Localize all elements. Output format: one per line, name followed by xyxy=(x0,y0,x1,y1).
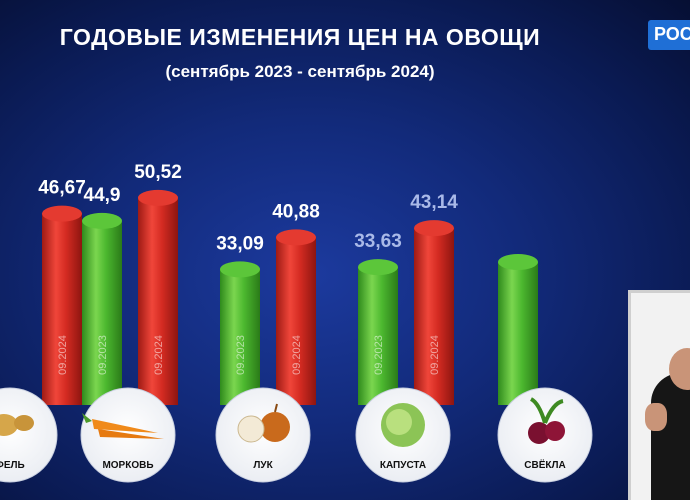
sign-language-interpreter xyxy=(628,290,690,500)
value-label: 46,67 xyxy=(38,178,86,199)
chart-subtitle: (сентябрь 2023 - сентябрь 2024) xyxy=(165,62,435,81)
bar-2023-1: 09.2023 44,9 xyxy=(82,185,122,405)
category-2: ЛУК xyxy=(215,387,311,483)
category-label: КАПУСТА xyxy=(380,460,426,471)
bar-2023-3: 09.2023 33,63 xyxy=(354,231,402,405)
category-3: КАПУСТА xyxy=(355,387,451,483)
bar-series-label: 09.2023 xyxy=(235,335,247,375)
cabbage-icon xyxy=(381,403,425,447)
value-label: 33,63 xyxy=(354,231,402,252)
category-label: МОРКОВЬ xyxy=(102,460,153,471)
bar-series-label: 09.2024 xyxy=(291,335,303,375)
value-label: 44,9 xyxy=(84,185,121,206)
bar-2024-0: 09.2024 46,67 xyxy=(38,178,86,405)
bar-series-label: 09.2024 xyxy=(429,335,441,375)
value-label: 43,14 xyxy=(410,192,458,213)
bar-2024-1: 09.2024 50,52 xyxy=(134,162,182,405)
bar-2024-2: 09.2024 40,88 xyxy=(272,201,320,405)
carrot-icon xyxy=(82,413,164,439)
value-label: 33,09 xyxy=(216,233,264,254)
value-label: 40,88 xyxy=(272,201,320,222)
channel-logo: РОС xyxy=(648,20,690,50)
category-0: ФЕЛЬ xyxy=(0,387,58,483)
bar-2023-2: 09.2023 33,09 xyxy=(216,233,264,405)
category-1: МОРКОВЬ xyxy=(80,387,176,483)
bar-series-label: 09.2024 xyxy=(57,335,69,375)
category-label: ЛУК xyxy=(253,460,273,471)
potato-icon xyxy=(0,414,34,436)
category-4: СВЁКЛА xyxy=(497,387,593,483)
category-label: ФЕЛЬ xyxy=(0,460,25,471)
bar-2024-3: 09.2024 43,14 xyxy=(410,192,458,405)
value-label: 50,52 xyxy=(134,162,182,183)
bar-series-label: 09.2023 xyxy=(97,335,109,375)
category-label: СВЁКЛА xyxy=(524,458,565,471)
onion-icon xyxy=(237,403,290,443)
bar-2023-4 xyxy=(498,254,538,405)
bar-series-label: 09.2023 xyxy=(373,335,385,375)
chart-title: ГОДОВЫЕ ИЗМЕНЕНИЯ ЦЕН НА ОВОЩИ xyxy=(59,24,541,50)
bar-series-label: 09.2024 xyxy=(153,335,165,375)
beet-icon xyxy=(528,397,565,444)
